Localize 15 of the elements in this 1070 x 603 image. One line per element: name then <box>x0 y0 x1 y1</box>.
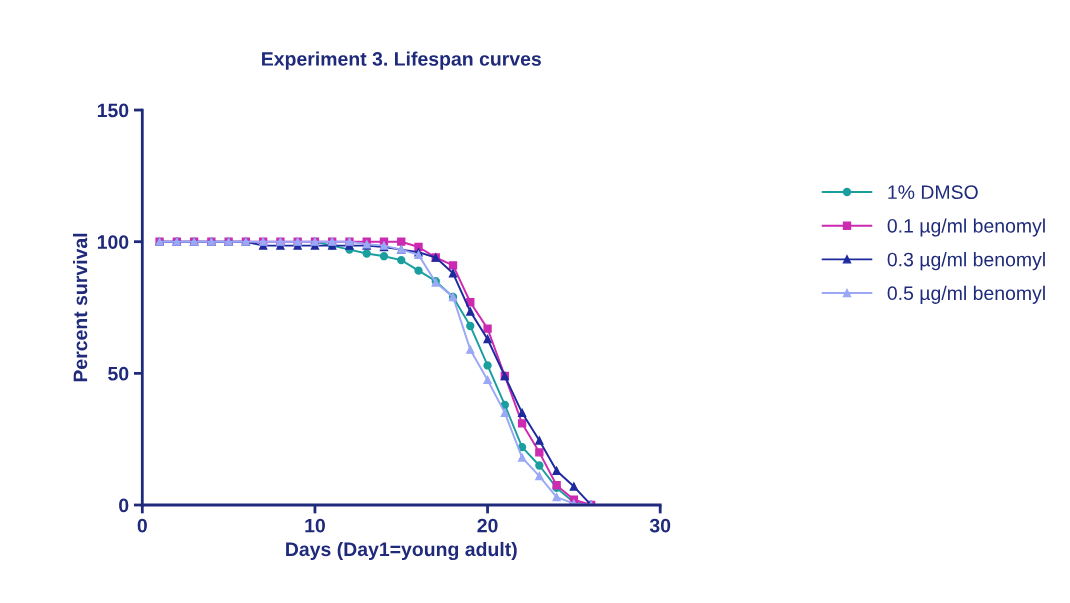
y-tick-label: 100 <box>97 235 129 249</box>
legend-label: 0.5 µg/ml benomyl <box>887 285 1045 304</box>
legend-label: 0.3 µg/ml benomyl <box>887 252 1045 271</box>
x-tick-label: 20 <box>477 518 498 533</box>
chart-title: Experiment 3. Lifespan curves <box>262 51 541 70</box>
y-tick-label: 50 <box>108 366 129 381</box>
y-tick-label: 150 <box>97 103 129 118</box>
legend-label: 0.1 µg/ml benomyl <box>887 218 1045 237</box>
x-axis-title: Days (Day1=young adult) <box>286 541 517 561</box>
y-tick-label: 0 <box>119 498 129 513</box>
x-tick-label: 0 <box>137 518 147 533</box>
x-tick-label: 10 <box>305 518 325 533</box>
x-tick-label: 30 <box>649 518 671 533</box>
y-axis-title: Percent survival <box>73 233 88 382</box>
legend-label: 1% DMSO <box>888 185 978 200</box>
